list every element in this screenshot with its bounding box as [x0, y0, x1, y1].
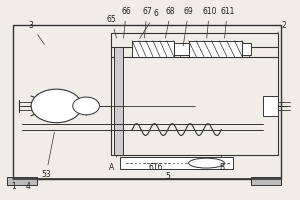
Text: 68: 68	[165, 7, 176, 38]
Bar	[7, 177, 37, 185]
Text: 3: 3	[29, 21, 44, 44]
Bar	[174, 43, 189, 55]
Text: 4: 4	[26, 179, 31, 191]
Bar	[120, 157, 233, 169]
Text: 66: 66	[121, 7, 131, 38]
Text: 611: 611	[220, 7, 235, 38]
Bar	[13, 25, 281, 179]
Circle shape	[31, 89, 82, 123]
Text: A: A	[109, 155, 117, 172]
Text: 67: 67	[142, 7, 152, 38]
Circle shape	[73, 97, 100, 115]
Text: 69: 69	[183, 7, 194, 46]
Bar	[114, 47, 123, 155]
Bar	[242, 43, 251, 55]
Text: 610: 610	[202, 7, 217, 38]
Text: 616: 616	[149, 163, 163, 172]
Text: 1: 1	[11, 179, 16, 191]
Text: 65: 65	[106, 15, 117, 38]
Text: 53: 53	[41, 132, 54, 179]
Bar	[251, 177, 281, 185]
Bar	[189, 41, 242, 57]
Text: 6: 6	[140, 9, 158, 38]
Text: B: B	[219, 155, 224, 172]
Bar	[132, 41, 174, 57]
Bar	[111, 33, 278, 155]
Text: 2: 2	[278, 21, 286, 33]
Text: 5: 5	[165, 169, 171, 181]
Bar	[263, 96, 278, 116]
Ellipse shape	[189, 158, 224, 168]
